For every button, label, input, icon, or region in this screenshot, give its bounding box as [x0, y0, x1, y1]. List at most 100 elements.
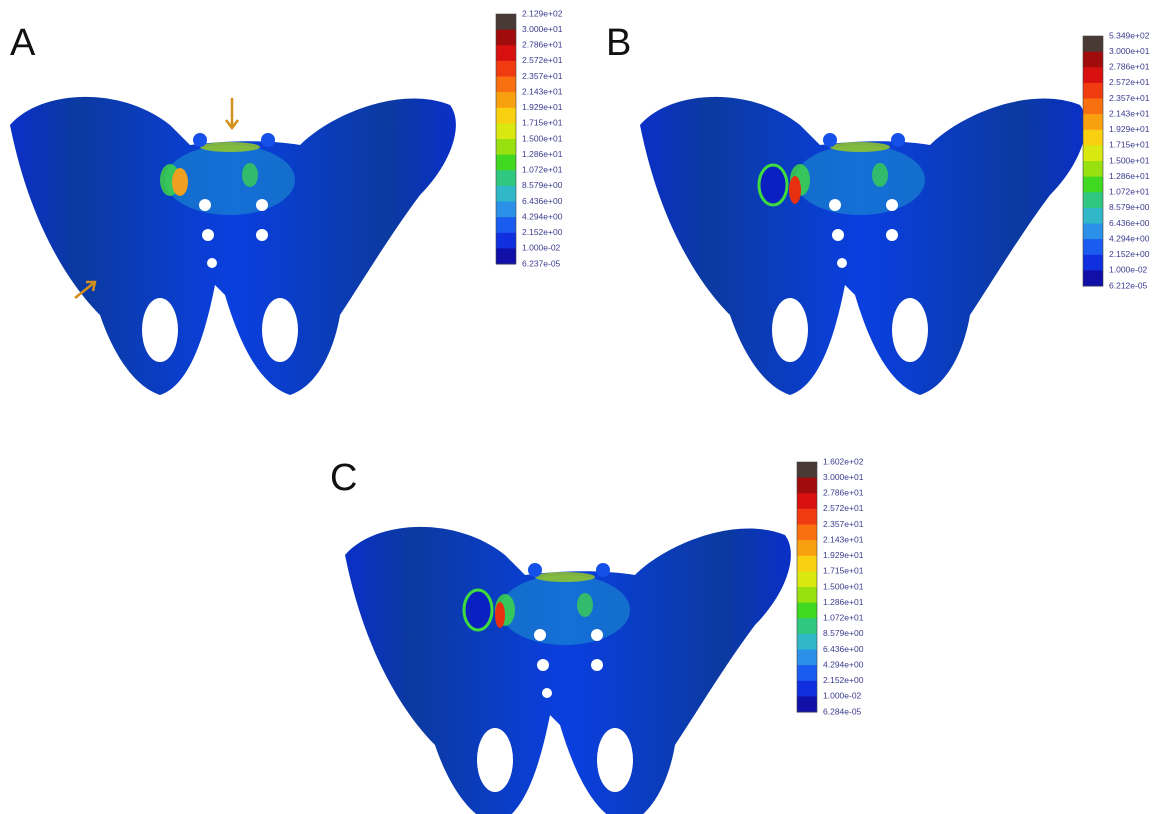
legend-label: 1.500e+01 — [1109, 155, 1150, 165]
colorbar-segment — [797, 493, 817, 510]
colorbar-segment — [1083, 239, 1103, 256]
legend-label: 3.000e+01 — [1109, 46, 1150, 56]
legends: A 2.129e+02 3.000e+01 2.786e+01 2.572e+01 2.3… — [10, 8, 1150, 716]
colorbar-segment — [496, 60, 516, 77]
legend-label: 1.929e+01 — [823, 550, 864, 560]
legend-label: 6.436e+00 — [823, 644, 864, 654]
load-arrow — [74, 280, 97, 299]
colorbar-frame — [495, 13, 517, 265]
colorbar-segment — [496, 170, 516, 187]
colorbar-segment — [496, 154, 516, 171]
colorbar-frame — [796, 461, 818, 713]
legend-label: 1.286e+01 — [1109, 171, 1150, 181]
legend-label: 1.929e+01 — [1109, 124, 1150, 134]
legend-label: 2.357e+01 — [1109, 93, 1150, 103]
colorbar-segment — [797, 508, 817, 525]
colorbar-segment — [496, 232, 516, 249]
colorbar-segment — [1083, 114, 1103, 131]
colorbar-segment — [1083, 176, 1103, 193]
colorbar-segment — [797, 555, 817, 572]
colorbar-segment — [496, 139, 516, 156]
stress-hotspot — [757, 163, 789, 207]
legend-label: 1.500e+01 — [823, 581, 864, 591]
legend-label: 2.143e+01 — [1109, 108, 1150, 118]
legend-label: 1.286e+01 — [823, 597, 864, 607]
colorbar-segment — [797, 571, 817, 588]
legend-label: 2.572e+01 — [1109, 77, 1150, 87]
colorbar-frame — [1082, 35, 1104, 287]
legend-label: 1.500e+01 — [522, 133, 563, 143]
colorbar-segment — [1083, 192, 1103, 209]
colorbar-segment — [1083, 223, 1103, 240]
colorbar-segment — [797, 462, 817, 479]
legend-label: 6.436e+00 — [1109, 218, 1150, 228]
legend-label: 6.284e-05 — [823, 706, 862, 716]
legend-label: 5.349e+02 — [1109, 30, 1150, 40]
legend-label: 2.143e+01 — [823, 534, 864, 544]
legend-label: 1.072e+01 — [1109, 187, 1150, 197]
legend-label: 2.143e+01 — [522, 86, 563, 96]
legend-label: 4.294e+00 — [823, 659, 864, 669]
legend-label: 4.294e+00 — [1109, 233, 1150, 243]
legend-label: 1.000e-02 — [522, 243, 561, 253]
colorbar-segment — [797, 618, 817, 635]
legend-label: 1.602e+02 — [823, 456, 864, 466]
legend-label: 6.237e-05 — [522, 258, 561, 268]
colorbar-segment — [797, 477, 817, 494]
legend-label: 3.000e+01 — [823, 472, 864, 482]
colorbar-segment — [1083, 270, 1103, 287]
colorbar-segment — [1083, 161, 1103, 178]
colorbar-segment — [496, 107, 516, 124]
colorbar-segment — [797, 540, 817, 557]
legend-label: 1.000e-02 — [823, 691, 862, 701]
pelvis-model — [345, 526, 791, 814]
legend-label: 8.579e+00 — [823, 628, 864, 638]
colorbar-segment — [1083, 98, 1103, 115]
legend-label: 2.129e+02 — [522, 8, 563, 18]
colorbar-segment — [1083, 145, 1103, 162]
legend-label: 1.000e-02 — [1109, 265, 1148, 275]
colorbar-segment — [797, 633, 817, 650]
colorbar-segment — [496, 76, 516, 93]
legend-label: 2.357e+01 — [522, 71, 563, 81]
legend-label: 6.212e-05 — [1109, 280, 1148, 290]
colorbar-segment — [496, 29, 516, 46]
legend-label: 2.357e+01 — [823, 519, 864, 529]
colorbar-segment — [496, 217, 516, 234]
pelvis-model — [10, 96, 456, 396]
colorbar-segment — [496, 248, 516, 265]
legend-label: 2.152e+00 — [522, 227, 563, 237]
legend-label: 2.786e+01 — [1109, 62, 1150, 72]
colorbar-segment — [1083, 82, 1103, 99]
legend-label: 4.294e+00 — [522, 211, 563, 221]
legend-label: 2.786e+01 — [522, 40, 563, 50]
colorbar-segment — [1083, 129, 1103, 146]
legend-label: 1.072e+01 — [823, 613, 864, 623]
colorbar-segment — [1083, 207, 1103, 224]
colorbar-segment — [496, 201, 516, 218]
colorbar-segment — [797, 696, 817, 713]
legend-label: 1.929e+01 — [522, 102, 563, 112]
stress-hotspot — [172, 168, 188, 196]
panel-label: B — [606, 22, 631, 64]
colorbar-segment — [1083, 67, 1103, 84]
load-arrow — [225, 98, 239, 131]
colorbar-segment — [797, 665, 817, 682]
legend-label: 1.715e+01 — [823, 566, 864, 576]
colorbar-segment — [496, 123, 516, 140]
colorbar-segment — [797, 680, 817, 697]
legend-label: 2.572e+01 — [823, 503, 864, 513]
legend-label: 1.286e+01 — [522, 149, 563, 159]
legend-label: 1.715e+01 — [522, 118, 563, 128]
colorbar-segment — [1083, 51, 1103, 68]
colorbar-segment — [496, 14, 516, 31]
legend-label: 8.579e+00 — [1109, 202, 1150, 212]
colorbar-segment — [496, 185, 516, 202]
colorbar-segment — [797, 602, 817, 619]
colorbar-segment — [496, 45, 516, 62]
colorbar-segment — [797, 649, 817, 666]
colorbar-segment — [1083, 36, 1103, 53]
legend-label: 6.436e+00 — [522, 196, 563, 206]
